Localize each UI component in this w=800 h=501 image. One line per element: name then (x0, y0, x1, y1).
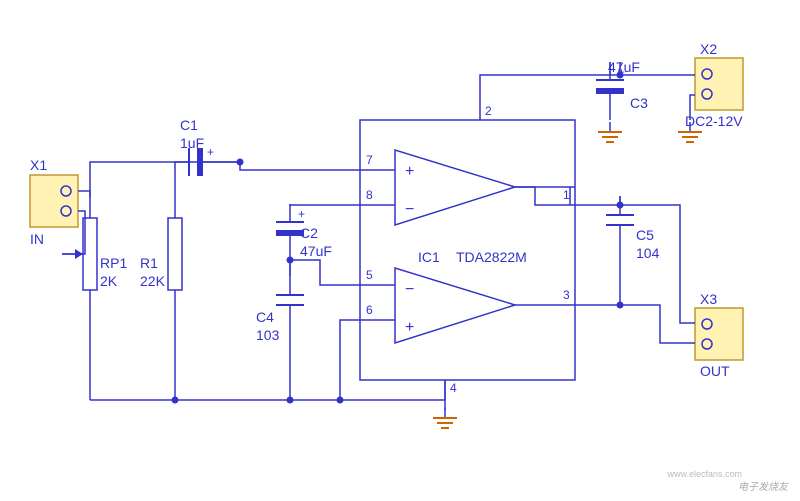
svg-text:4: 4 (450, 381, 457, 395)
svg-text:C5: C5 (636, 227, 654, 243)
svg-text:1: 1 (563, 188, 570, 202)
svg-text:DC2-12V: DC2-12V (685, 113, 743, 129)
watermark-text: 电子发烧友 (738, 478, 788, 493)
svg-text:+: + (405, 319, 414, 336)
svg-text:8: 8 (366, 188, 373, 202)
svg-text:5: 5 (366, 268, 373, 282)
svg-text:RP1: RP1 (100, 255, 127, 271)
svg-text:6: 6 (366, 303, 373, 317)
svg-text:47uF: 47uF (608, 59, 640, 75)
svg-text:7: 7 (366, 153, 373, 167)
svg-text:R1: R1 (140, 255, 158, 271)
svg-text:C2: C2 (300, 225, 318, 241)
svg-text:X3: X3 (700, 291, 717, 307)
svg-text:2K: 2K (100, 273, 118, 289)
svg-text:2: 2 (485, 104, 492, 118)
svg-text:C4: C4 (256, 309, 274, 325)
svg-text:47uF: 47uF (300, 243, 332, 259)
svg-text:+: + (207, 145, 214, 159)
svg-text:IC1: IC1 (418, 249, 440, 265)
svg-text:103: 103 (256, 327, 280, 343)
watermark-url: www.elecfans.com (667, 469, 742, 479)
svg-text:3: 3 (563, 288, 570, 302)
svg-text:IN: IN (30, 231, 44, 247)
svg-text:C3: C3 (630, 95, 648, 111)
svg-text:−: − (405, 201, 414, 218)
svg-text:−: − (405, 281, 414, 298)
svg-text:OUT: OUT (700, 363, 730, 379)
svg-text:C1: C1 (180, 117, 198, 133)
svg-text:+: + (405, 163, 414, 180)
svg-text:X2: X2 (700, 41, 717, 57)
circuit-schematic: +−−+12345678+++X1INX2DC2-12VX3OUTRP12KR1… (0, 0, 800, 501)
svg-text:1uF: 1uF (180, 135, 204, 151)
svg-text:X1: X1 (30, 157, 47, 173)
svg-text:TDA2822M: TDA2822M (456, 249, 527, 265)
svg-text:104: 104 (636, 245, 660, 261)
svg-text:22K: 22K (140, 273, 166, 289)
svg-text:+: + (298, 207, 305, 221)
